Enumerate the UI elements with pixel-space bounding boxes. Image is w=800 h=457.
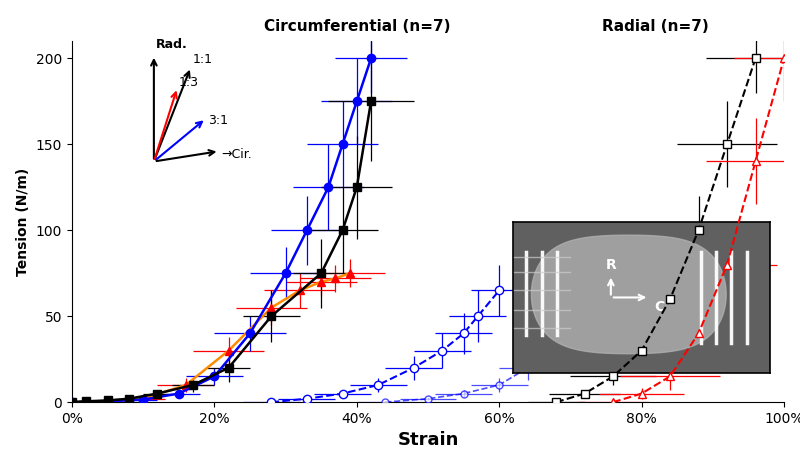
Text: Radial (n=7): Radial (n=7)	[602, 19, 710, 34]
Text: 1:1: 1:1	[193, 53, 213, 66]
Text: Circumferential (n=7): Circumferential (n=7)	[263, 19, 450, 34]
Text: 1:3: 1:3	[179, 76, 199, 89]
Text: →Cir.: →Cir.	[221, 148, 251, 161]
X-axis label: Strain: Strain	[398, 431, 458, 449]
Text: 3:1: 3:1	[208, 114, 228, 127]
Text: Rad.: Rad.	[156, 38, 188, 52]
Y-axis label: Tension (N/m): Tension (N/m)	[16, 168, 30, 276]
